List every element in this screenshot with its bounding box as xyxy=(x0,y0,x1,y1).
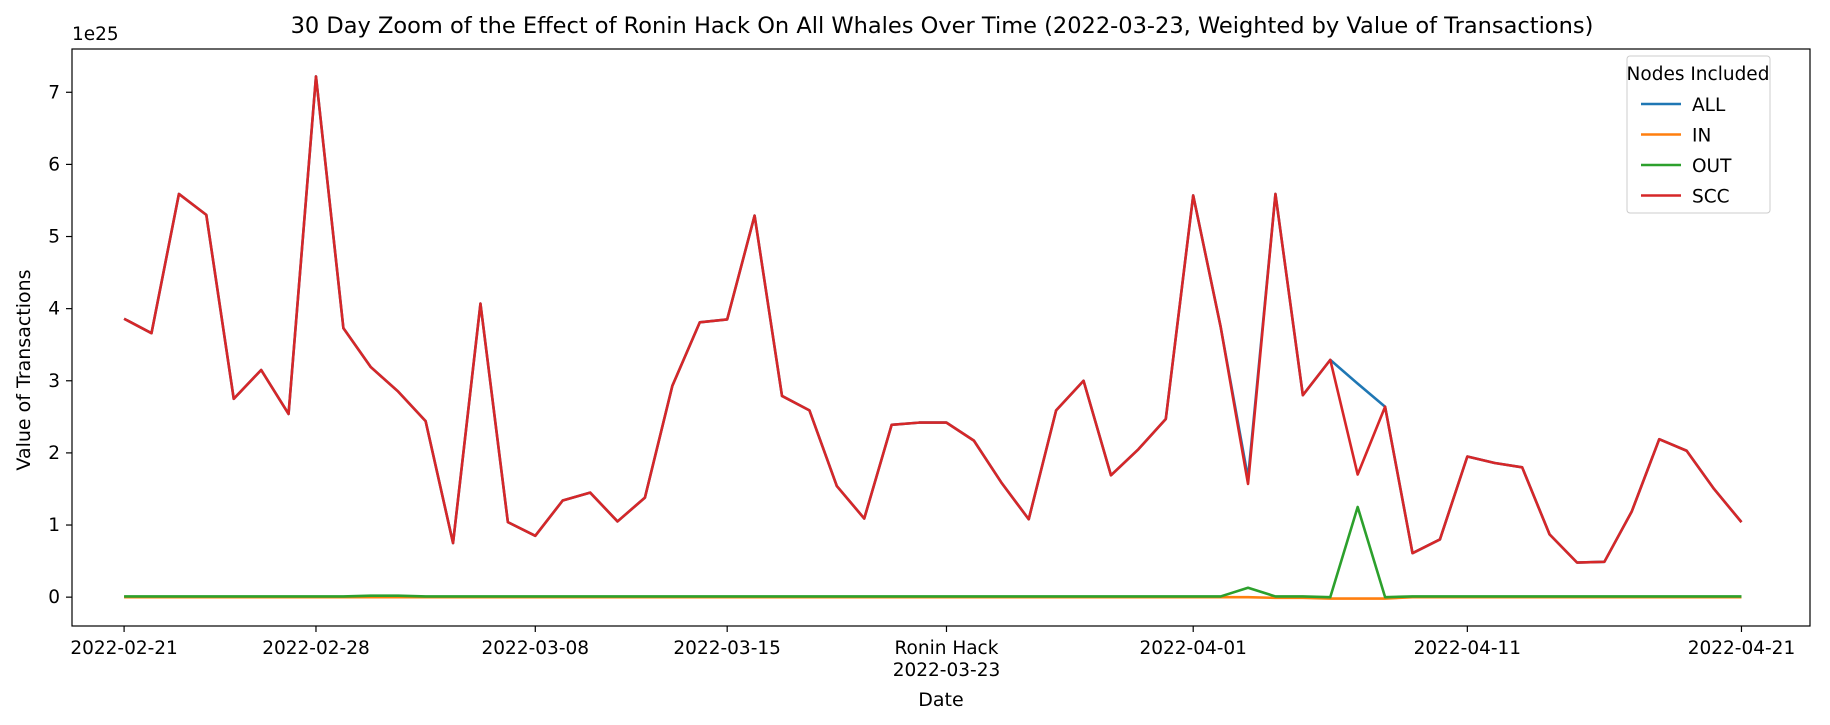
legend-title: Nodes Included xyxy=(1627,64,1770,85)
y-tick-label: 0 xyxy=(48,587,60,608)
plot-frame xyxy=(71,48,1811,627)
legend-label-out: OUT xyxy=(1692,156,1732,177)
x-tick-label: 2022-03-08 xyxy=(482,638,590,659)
x-tick-label: 2022-02-21 xyxy=(70,638,178,659)
legend-label-all: ALL xyxy=(1692,95,1726,116)
y-offset-label: 1e25 xyxy=(72,24,119,45)
legend-label-in: IN xyxy=(1692,126,1711,147)
y-axis: 0 1 2 3 4 5 6 7 xyxy=(48,82,72,608)
x-axis-label: Date xyxy=(918,689,963,711)
x-axis: 2022-02-21 2022-02-28 2022-03-08 2022-03-15… xyxy=(70,626,1795,681)
y-tick-label: 4 xyxy=(48,299,60,320)
legend-box xyxy=(1626,55,1771,214)
x-tick-label: 2022-02-28 xyxy=(262,638,370,659)
y-tick-label: 6 xyxy=(48,154,60,175)
y-axis-label: Value of Transactions xyxy=(13,269,35,470)
x-tick-label: 2022-04-01 xyxy=(1139,638,1247,659)
x-tick-label: 2022-03-15 xyxy=(673,638,781,659)
x-tick-label: 2022-04-11 xyxy=(1414,638,1522,659)
x-tick-label: Ronin Hack xyxy=(895,638,999,659)
series-line-out xyxy=(124,505,1742,599)
series-line-all xyxy=(123,75,1743,564)
y-tick-label: 2 xyxy=(48,443,60,464)
x-tick-label: 2022-04-21 xyxy=(1688,638,1796,659)
chart-title: 30 Day Zoom of the Effect of Ronin Hack … xyxy=(291,13,1594,39)
series-lines xyxy=(123,75,1743,600)
y-tick-label: 3 xyxy=(48,371,60,392)
legend: Nodes Included ALL IN OUT SCC xyxy=(1626,55,1771,214)
y-tick-label: 1 xyxy=(48,515,60,536)
legend-label-scc: SCC xyxy=(1692,187,1730,208)
series-line-scc xyxy=(123,75,1743,564)
y-tick-label: 7 xyxy=(48,82,60,103)
x-tick-label: 2022-03-23 xyxy=(893,660,1001,681)
y-tick-label: 5 xyxy=(48,227,60,248)
